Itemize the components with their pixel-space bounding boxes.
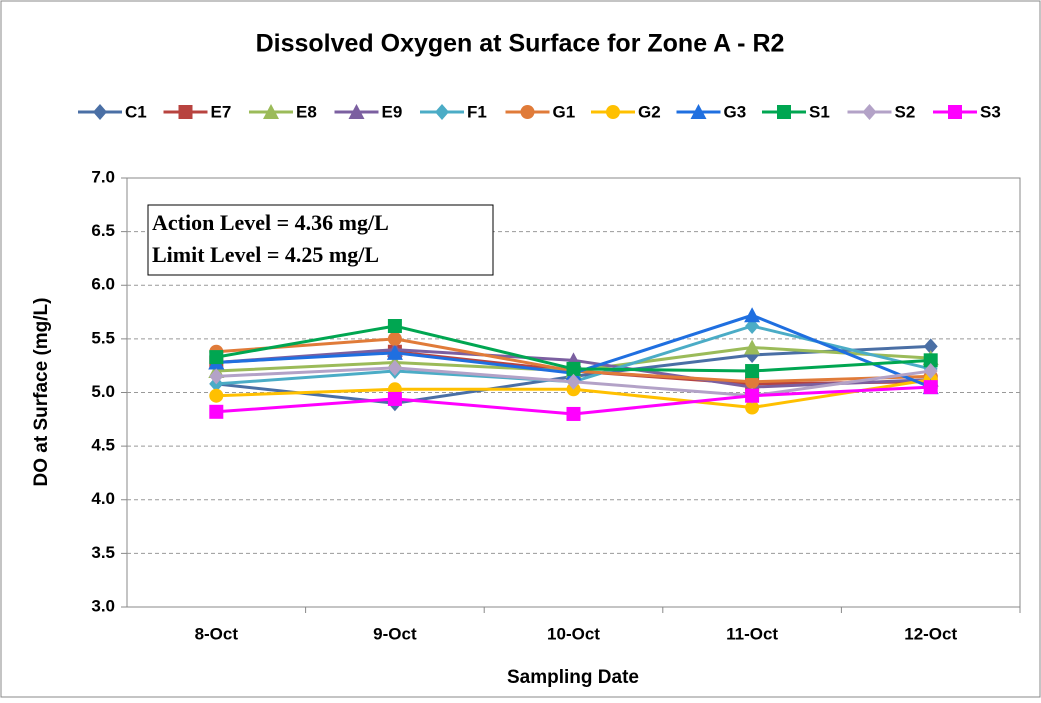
y-tick-label: 4.5 <box>91 436 115 455</box>
y-tick-label: 4.0 <box>91 489 115 508</box>
marker <box>386 344 403 360</box>
marker <box>923 353 938 368</box>
y-tick-label: 6.5 <box>91 221 115 240</box>
annotation: Action Level = 4.36 mg/L <box>152 210 389 235</box>
y-tick-label: 3.5 <box>91 543 115 562</box>
marker <box>923 363 938 380</box>
annotation-box <box>147 204 494 276</box>
marker <box>93 104 107 120</box>
marker <box>263 104 279 119</box>
marker <box>862 104 877 120</box>
marker <box>745 364 760 379</box>
marker <box>566 361 581 376</box>
marker <box>745 374 760 389</box>
marker <box>566 373 581 390</box>
marker <box>744 307 761 323</box>
legend-label: E8 <box>296 102 317 121</box>
legend-label: E9 <box>382 102 403 121</box>
x-tick-label: 10-Oct <box>547 624 600 643</box>
marker <box>387 331 402 346</box>
marker <box>745 400 760 415</box>
y-axis-label: DO at Surface (mg/L) <box>31 298 52 487</box>
marker <box>209 404 224 419</box>
x-tick-label: 11-Oct <box>726 624 778 643</box>
marker <box>435 104 449 120</box>
marker <box>387 359 402 376</box>
marker <box>209 368 224 385</box>
marker <box>520 105 535 119</box>
marker <box>387 391 402 406</box>
marker <box>923 338 938 355</box>
legend-label: F1 <box>467 102 487 121</box>
x-tick-label: 8-Oct <box>195 624 239 643</box>
marker <box>948 105 962 119</box>
y-tick-label: 5.5 <box>91 328 115 347</box>
y-tick-label: 7.0 <box>91 167 115 186</box>
y-tick-label: 3.0 <box>91 596 115 615</box>
marker <box>744 339 761 355</box>
marker <box>777 105 791 119</box>
legend-label: C1 <box>125 102 147 121</box>
legend-label: S3 <box>980 102 1001 121</box>
y-tick-label: 6.0 <box>91 275 115 294</box>
marker <box>209 388 224 403</box>
x-axis-label: Sampling Date <box>507 667 639 688</box>
marker <box>209 350 224 365</box>
marker <box>745 388 760 403</box>
legend-label: G3 <box>724 102 747 121</box>
x-tick-label: 9-Oct <box>373 624 417 643</box>
marker <box>606 105 620 119</box>
marker <box>178 105 193 119</box>
marker <box>690 104 707 119</box>
y-tick-label: 5.0 <box>91 382 115 401</box>
legend-label: S1 <box>809 102 830 121</box>
x-tick-label: 12-Oct <box>904 624 957 643</box>
marker <box>387 319 402 334</box>
chart-title: Dissolved Oxygen at Surface for Zone A -… <box>256 30 785 58</box>
annotation: Limit Level = 4.25 mg/L <box>152 242 379 267</box>
legend-label: S2 <box>895 102 916 121</box>
legend-label: G2 <box>638 102 661 121</box>
marker <box>348 104 365 119</box>
marker <box>923 380 938 395</box>
marker <box>566 406 581 421</box>
legend-label: G1 <box>553 102 576 121</box>
legend-label: E7 <box>211 102 232 121</box>
